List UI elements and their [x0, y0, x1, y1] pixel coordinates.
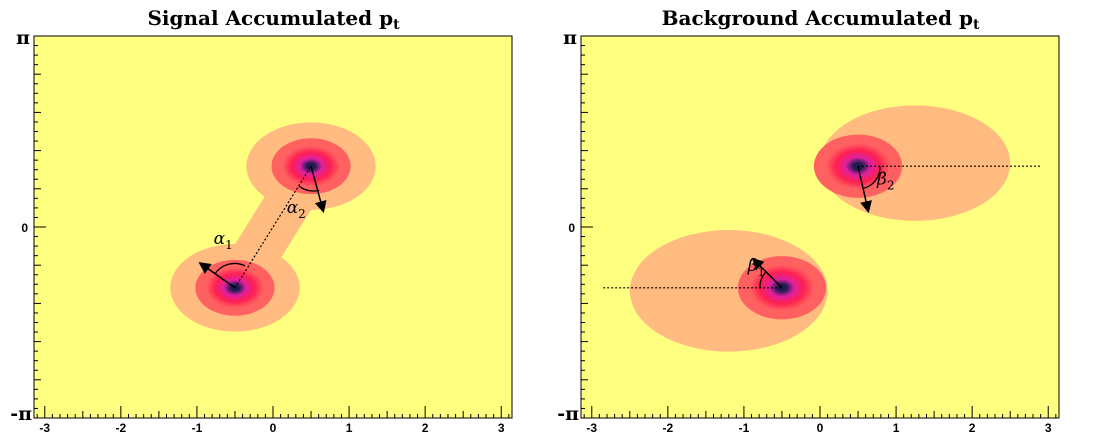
arc-alpha2 [298, 185, 320, 192]
x-tick-label: 1 [893, 421, 900, 435]
signal-plot: α1 α2 -3 -2 -1 0 1 2 3 π 0 -π [10, 27, 513, 435]
x-tick-label: 0 [270, 421, 277, 435]
arrow-alpha2 [310, 166, 327, 214]
x-tick-label: 3 [1045, 421, 1052, 435]
x-tick-label: 2 [969, 421, 976, 435]
x-tick-label: -3 [39, 421, 50, 435]
x-tick-label: -2 [116, 421, 127, 435]
arc-beta2 [863, 166, 881, 189]
y-tick-label-mid: 0 [568, 221, 575, 235]
label-beta2: β2 [876, 169, 894, 192]
y-tick-label-top: π [16, 27, 30, 49]
plot-area [581, 36, 1059, 418]
x-tick-label: -3 [586, 421, 597, 435]
x-tick-label: 1 [346, 421, 353, 435]
y-tick-label-mid: 0 [21, 221, 28, 235]
arc-alpha1 [214, 262, 246, 275]
arrow-beta1 [751, 257, 783, 289]
y-tick-label-bottom: -π [10, 403, 32, 425]
x-tick-label: 3 [498, 421, 505, 435]
arrow-alpha1 [198, 262, 236, 289]
x-tick-label: -1 [192, 421, 203, 435]
signal-panel: Signal Accumulated pt α1 α2 -3 -2 -1 0 1 2 3 π 0 -π [10, 6, 513, 435]
x-tick-label: -2 [663, 421, 674, 435]
label-alpha2: α2 [287, 198, 306, 221]
x-tick-label: -1 [739, 421, 750, 435]
y-tick-label-top: π [563, 27, 577, 49]
peak-1 [271, 138, 351, 195]
arc-beta1 [759, 271, 767, 288]
arrow-beta2 [857, 166, 872, 214]
background-plot: β1 β2 -3 -2 -1 0 1 2 3 π 0 -π [557, 27, 1060, 435]
label-alpha1: α1 [214, 229, 233, 252]
y-tick-label-bottom: -π [557, 403, 579, 425]
background-title: Background Accumulated pt [661, 6, 980, 33]
background-panel: Background Accumulated pt β1 β2 -3 -2 -1 0 1 2 3… [547, 0, 1094, 440]
signal-title: Signal Accumulated pt [147, 6, 400, 33]
label-beta1: β1 [747, 256, 765, 279]
x-tick-label: 0 [817, 421, 824, 435]
x-tick-label: 2 [422, 421, 429, 435]
